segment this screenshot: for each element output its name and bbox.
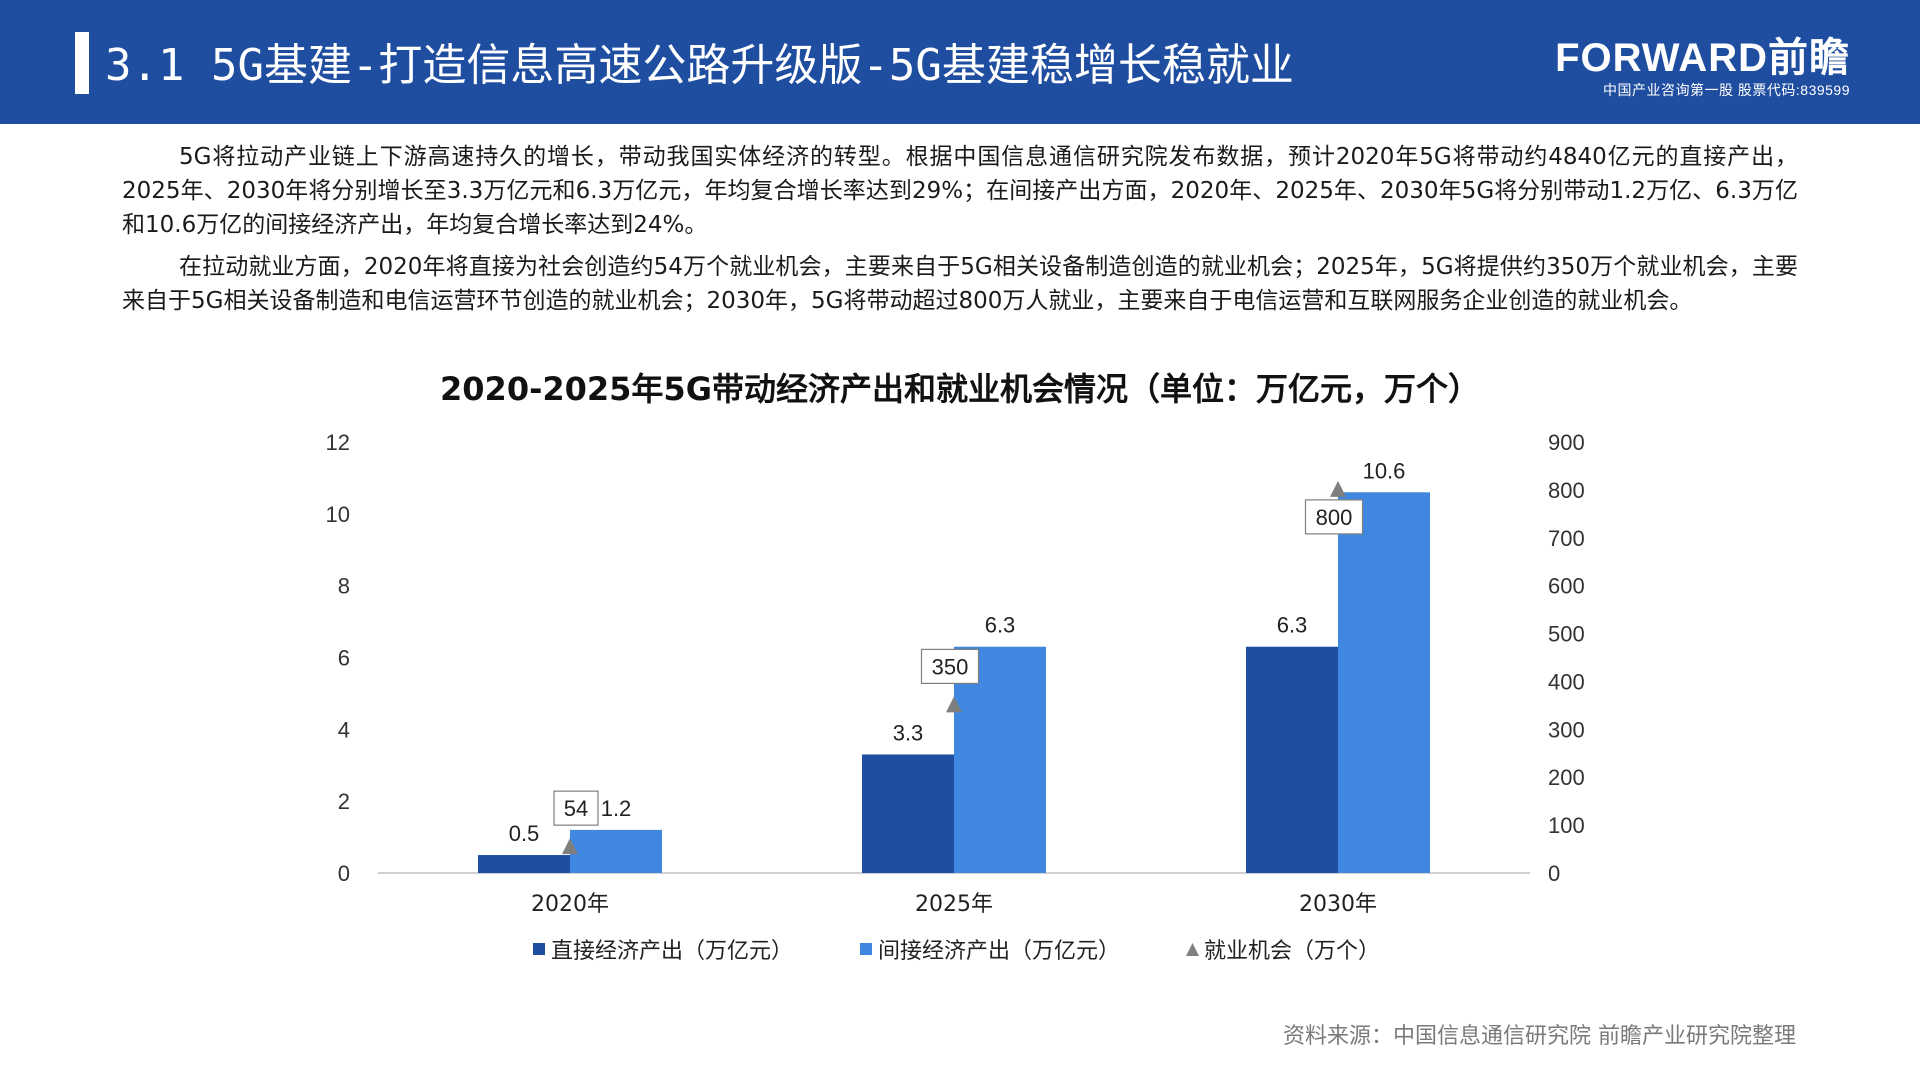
left-axis-tick-label: 4 — [338, 717, 350, 742]
intro-paragraph-output: 5G将拉动产业链上下游高速持久的增长，带动我国实体经济的转型。根据中国信息通信研… — [122, 144, 1798, 238]
left-axis-tick-label: 8 — [338, 574, 350, 599]
page-title: 3.1 5G基建-打造信息高速公路升级版-5G基建稳增长稳就业 — [105, 40, 1294, 91]
bar-direct — [862, 754, 954, 873]
bar-data-label: 6.3 — [1277, 613, 1308, 638]
right-axis-tick-label: 500 — [1548, 622, 1585, 647]
header-banner: 3.1 5G基建-打造信息高速公路升级版-5G基建稳增长稳就业 FORWARD前… — [0, 0, 1920, 124]
right-axis-tick-label: 200 — [1548, 765, 1585, 790]
x-axis-category-label: 2030年 — [1299, 892, 1377, 917]
left-axis-tick-label: 0 — [338, 861, 350, 886]
x-axis-category-label: 2025年 — [915, 892, 993, 917]
right-axis-tick-label: 100 — [1548, 813, 1585, 838]
chart-title: 2020-2025年5G带动经济产出和就业机会情况（单位：万亿元，万个） — [440, 370, 1480, 408]
employment-marker — [1330, 480, 1346, 497]
employment-label-box — [1304, 499, 1364, 535]
left-axis-tick-label: 6 — [338, 646, 350, 671]
legend-swatch — [533, 943, 545, 955]
employment-marker — [946, 696, 962, 713]
bar-data-label: 1.2 — [601, 796, 632, 821]
right-axis-tick-label: 700 — [1548, 526, 1585, 551]
legend-label: 直接经济产出（万亿元） — [551, 939, 793, 964]
right-axis-tick-label: 400 — [1548, 669, 1585, 694]
bar-direct — [478, 855, 570, 873]
left-axis-tick-label: 2 — [338, 789, 350, 814]
employment-data-label: 54 — [564, 796, 588, 821]
bar-indirect — [954, 646, 1046, 873]
right-axis-tick-label: 800 — [1548, 478, 1585, 503]
title-accent-bar — [75, 32, 89, 94]
left-axis-tick-label: 12 — [326, 430, 350, 455]
source-note: 资料来源：中国信息通信研究院 前瞻产业研究院整理 — [1283, 1024, 1796, 1049]
bar-data-label: 0.5 — [509, 821, 540, 846]
employment-data-label: 350 — [932, 654, 969, 679]
legend-swatch — [1186, 943, 1199, 956]
brand-logo: FORWARD前瞻 — [1555, 36, 1850, 80]
bar-indirect — [570, 829, 662, 873]
intro-paragraph-employment: 在拉动就业方面，2020年将直接为社会创造约54万个就业机会，主要来自于5G相关… — [122, 254, 1798, 314]
employment-label-box — [920, 648, 980, 684]
right-axis-tick-label: 900 — [1548, 430, 1585, 455]
left-axis-tick-label: 10 — [326, 502, 350, 527]
employment-marker — [562, 838, 578, 855]
x-axis-category-label: 2020年 — [531, 892, 609, 917]
bar-data-label: 10.6 — [1363, 458, 1406, 483]
right-axis-tick-label: 600 — [1548, 574, 1585, 599]
bar-indirect — [1338, 492, 1430, 873]
bar-direct — [1246, 646, 1338, 873]
brand-subtitle: 中国产业咨询第一股 股票代码:839599 — [1603, 82, 1850, 98]
legend-swatch — [860, 943, 872, 955]
legend-label: 就业机会（万个） — [1204, 939, 1380, 964]
legend-label: 间接经济产出（万亿元） — [878, 939, 1120, 964]
bar-data-label: 6.3 — [985, 613, 1016, 638]
bar-data-label: 3.3 — [893, 720, 924, 745]
brand-block: FORWARD前瞻 中国产业咨询第一股 股票代码:839599 — [1530, 36, 1850, 100]
employment-label-box — [553, 790, 599, 826]
right-axis-tick-label: 300 — [1548, 717, 1585, 742]
employment-data-label: 800 — [1316, 505, 1353, 530]
right-axis-tick-label: 0 — [1548, 861, 1560, 886]
